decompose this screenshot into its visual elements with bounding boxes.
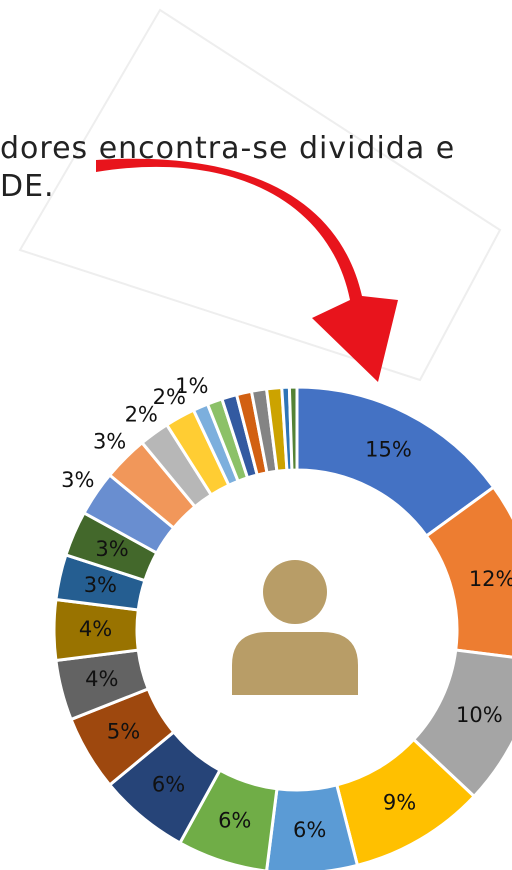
data-label: 3% xyxy=(84,573,117,597)
data-label: 1% xyxy=(175,374,208,398)
donut-slice xyxy=(265,783,360,870)
data-label: 6% xyxy=(218,809,251,833)
background-shape xyxy=(18,8,502,382)
data-label: 2% xyxy=(125,403,158,427)
data-label: 9% xyxy=(383,790,416,814)
arrow xyxy=(96,158,398,382)
data-label: 12% xyxy=(469,567,512,591)
data-label: 3% xyxy=(95,537,128,561)
data-label: 10% xyxy=(456,703,503,727)
icon-body xyxy=(232,632,358,695)
data-label: 5% xyxy=(107,720,140,744)
data-label: 2% xyxy=(153,385,186,409)
donut-slice xyxy=(424,485,512,659)
person-icon xyxy=(232,560,358,695)
donut-slice xyxy=(287,385,299,472)
body-text-line: DE. xyxy=(0,169,55,204)
body-text-line: dores encontra-se dividida e xyxy=(0,131,455,166)
icon-head xyxy=(263,560,327,624)
data-label: 3% xyxy=(93,430,126,454)
donut-chart: 15%12%10%9%6%6%6%5%4%4%3%3%3%3%2%2%1% xyxy=(52,374,512,870)
data-label: 4% xyxy=(79,617,112,641)
data-label: 6% xyxy=(152,772,185,796)
data-label: 6% xyxy=(293,818,326,842)
data-label: 4% xyxy=(85,667,118,691)
data-label: 15% xyxy=(365,437,412,461)
data-label: 3% xyxy=(61,468,94,492)
